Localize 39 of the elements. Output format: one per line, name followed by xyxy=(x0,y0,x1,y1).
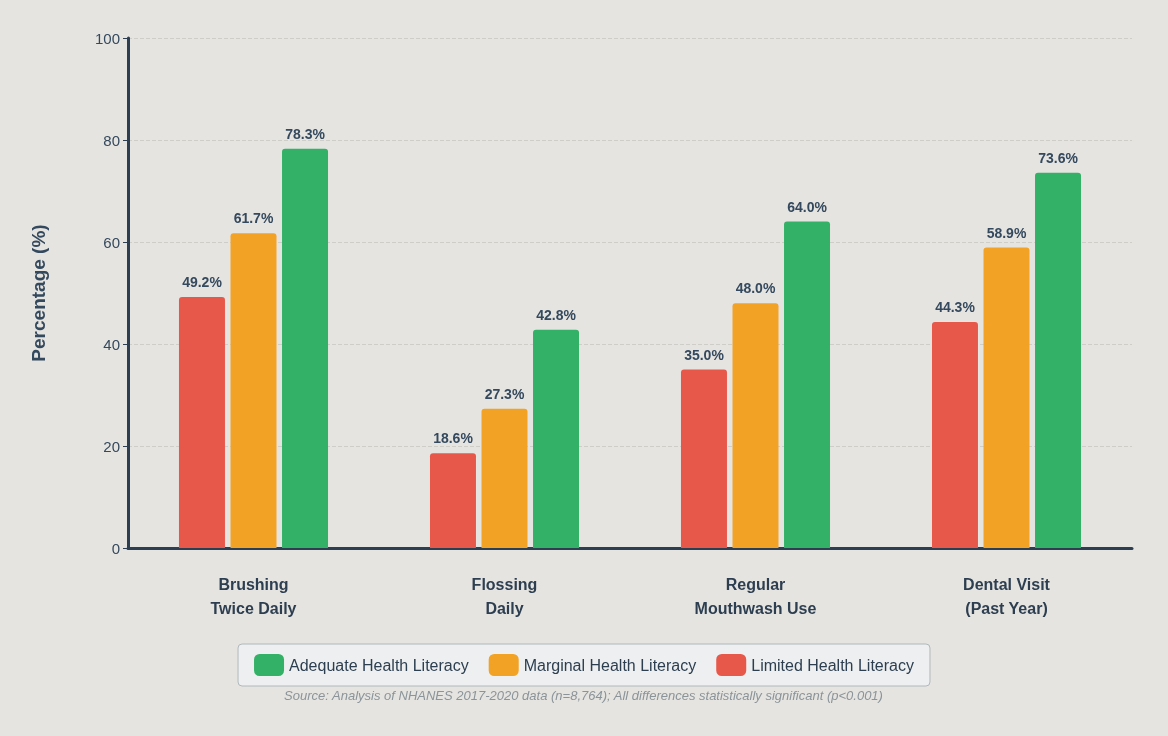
legend-label: Limited Health Literacy xyxy=(751,656,914,674)
text: 48.0% xyxy=(735,280,776,297)
x-tick-label: Dental Visit (Past Year) xyxy=(963,575,1051,617)
text: 27.3% xyxy=(484,385,525,402)
text: 78.3% xyxy=(285,125,325,142)
y-tick-label: 100 xyxy=(94,29,120,47)
bar xyxy=(429,453,476,548)
text: 35.0% xyxy=(684,346,724,363)
bar xyxy=(1035,172,1082,548)
y-tick-label: 40 xyxy=(103,335,120,353)
y-tick-label: 80 xyxy=(103,131,120,149)
bar xyxy=(784,221,831,548)
text: 61.7% xyxy=(233,210,274,227)
text: 58.9% xyxy=(986,224,1027,241)
text: 44.3% xyxy=(935,299,975,316)
bar xyxy=(533,329,580,548)
bar xyxy=(230,233,277,548)
bar xyxy=(983,247,1030,548)
legend-label: Marginal Health Literacy xyxy=(523,656,697,674)
y-tick-label: 60 xyxy=(103,233,120,251)
text: 73.6% xyxy=(1038,149,1078,166)
x-tick-label: Brushing Twice Daily xyxy=(210,575,297,617)
text: 49.2% xyxy=(182,274,222,291)
bar xyxy=(178,297,225,548)
source-note: Source: Analysis of NHANES 2017-2020 data (n=8,764); All differences statistically significant (p<0.001) xyxy=(284,688,883,703)
y-tick-label: 20 xyxy=(103,437,120,455)
y-axis-title: Percentage (%) xyxy=(28,224,49,362)
legend-label: Adequate Health Literacy xyxy=(289,656,469,674)
y-tick-label: 0 xyxy=(111,539,120,557)
text: 42.8% xyxy=(536,306,576,323)
text: 64.0% xyxy=(787,198,827,215)
text: 18.6% xyxy=(433,430,473,447)
bar xyxy=(732,303,779,548)
bar xyxy=(680,369,727,548)
bar xyxy=(481,408,528,548)
bar xyxy=(931,322,978,548)
x-tick-label: Flossing Daily xyxy=(471,575,538,617)
bar xyxy=(282,148,329,548)
x-tick-label: Regular Mouthwash Use xyxy=(694,575,817,617)
